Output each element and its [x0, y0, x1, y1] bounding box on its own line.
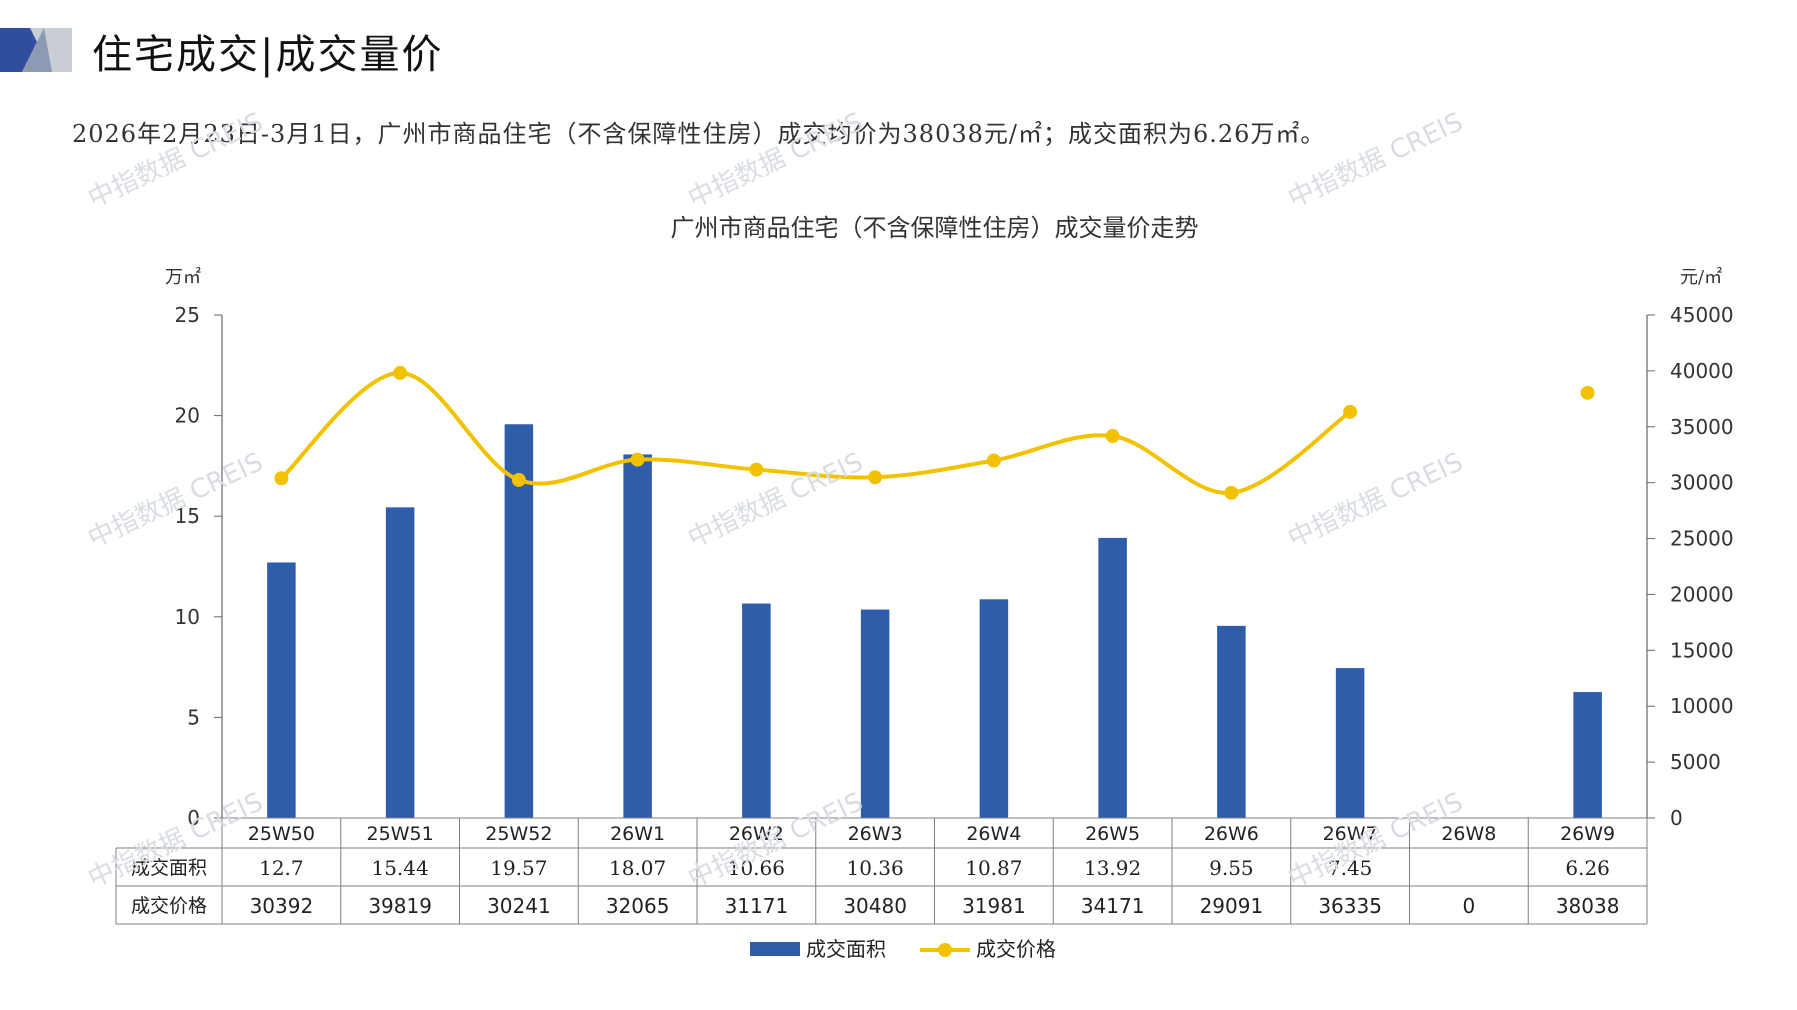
price-value-label: 34171	[1081, 894, 1145, 918]
category-label: 26W7	[1323, 823, 1378, 845]
area-value-label: 10.66	[728, 856, 785, 880]
price-point-26W3	[868, 470, 883, 485]
category-label: 26W2	[729, 823, 784, 845]
bar-26W2	[742, 603, 771, 818]
left-tick-label: 0	[187, 806, 200, 830]
right-tick-label: 15000	[1670, 638, 1734, 662]
summary-text: 2026年2月23日-3月1日，广州市商品住宅（不含保障性住房）成交均价为380…	[72, 120, 1326, 148]
bar-25W50	[267, 562, 296, 818]
left-tick-label: 10	[175, 605, 200, 629]
right-tick-label: 45000	[1670, 303, 1734, 327]
right-tick-label: 10000	[1670, 694, 1734, 718]
category-label: 26W6	[1204, 823, 1259, 845]
bar-26W1	[623, 454, 652, 818]
price-value-label: 0	[1463, 894, 1476, 918]
right-tick-label: 40000	[1670, 359, 1734, 383]
area-value-label: 18.07	[609, 856, 666, 880]
price-point-26W6	[1224, 485, 1239, 500]
legend-price-label: 成交价格	[976, 937, 1056, 961]
category-label: 26W9	[1560, 823, 1615, 845]
legend-area-label: 成交面积	[806, 937, 886, 961]
price-value-label: 31981	[962, 894, 1026, 918]
price-value-label: 30480	[843, 894, 907, 918]
right-tick-label: 0	[1670, 806, 1683, 830]
right-tick-label: 25000	[1670, 527, 1734, 551]
category-label: 26W3	[848, 823, 903, 845]
area-value-label: 6.26	[1565, 856, 1610, 880]
price-value-label: 30241	[487, 894, 551, 918]
category-label: 25W51	[367, 823, 434, 845]
right-tick-label: 30000	[1670, 471, 1734, 495]
bar-26W9	[1573, 692, 1602, 818]
area-value-label: 19.57	[490, 856, 547, 880]
right-axis-unit: 元/㎡	[1680, 266, 1722, 288]
bar-26W6	[1217, 625, 1246, 818]
row-header-price: 成交价格	[131, 895, 207, 917]
right-tick-label: 20000	[1670, 582, 1734, 606]
price-point-25W52	[511, 472, 526, 487]
bar-25W51	[385, 507, 415, 818]
price-point-26W4	[986, 453, 1001, 468]
area-value-label: 12.7	[259, 856, 304, 880]
price-point-26W2	[749, 462, 764, 477]
price-value-label: 38038	[1556, 894, 1620, 918]
category-label: 26W4	[966, 823, 1021, 845]
bar-26W7	[1335, 668, 1365, 818]
price-value-label: 36335	[1318, 894, 1382, 918]
right-tick-label: 35000	[1670, 415, 1734, 439]
price-line	[280, 370, 1352, 495]
legend-area-swatch	[750, 942, 800, 956]
price-point-26W5	[1105, 429, 1120, 444]
price-value-label: 29091	[1200, 894, 1264, 918]
price-point-26W7	[1343, 404, 1358, 419]
category-label: 26W8	[1441, 823, 1496, 845]
price-value-label: 31171	[725, 894, 789, 918]
left-tick-label: 20	[175, 404, 200, 428]
bar-26W5	[1098, 537, 1127, 818]
logo-icon	[0, 28, 72, 72]
price-value-label: 30392	[250, 894, 314, 918]
price-point-25W50	[274, 471, 289, 486]
category-label: 25W50	[248, 823, 315, 845]
legend-price-marker	[938, 943, 952, 957]
price-point-26W9	[1580, 385, 1595, 400]
area-value-label: 15.44	[371, 856, 428, 880]
right-tick-label: 5000	[1670, 750, 1721, 774]
price-value-label: 32065	[606, 894, 670, 918]
price-point-26W1	[630, 452, 645, 467]
page-title: 住宅成交|成交量价	[92, 32, 444, 78]
category-label: 26W5	[1085, 823, 1140, 845]
left-tick-label: 5	[187, 705, 200, 729]
area-value-label: 9.55	[1209, 856, 1254, 880]
left-tick-label: 15	[175, 504, 200, 528]
chart-title: 广州市商品住宅（不含保障性住房）成交量价走势	[671, 214, 1199, 242]
row-header-area: 成交面积	[131, 857, 207, 879]
bar-26W3	[860, 609, 890, 818]
bar-26W4	[979, 599, 1009, 818]
area-value-label: 10.36	[846, 856, 903, 880]
price-value-label: 39819	[368, 894, 432, 918]
category-label: 25W52	[485, 823, 552, 845]
area-value-label: 10.87	[965, 856, 1022, 880]
left-axis-unit: 万㎡	[165, 266, 201, 288]
area-value-label: 7.45	[1328, 856, 1373, 880]
area-value-label: 13.92	[1084, 856, 1141, 880]
left-tick-label: 25	[175, 303, 200, 327]
price-point-25W51	[393, 365, 408, 380]
category-label: 26W1	[610, 823, 665, 845]
bar-25W52	[504, 424, 534, 818]
